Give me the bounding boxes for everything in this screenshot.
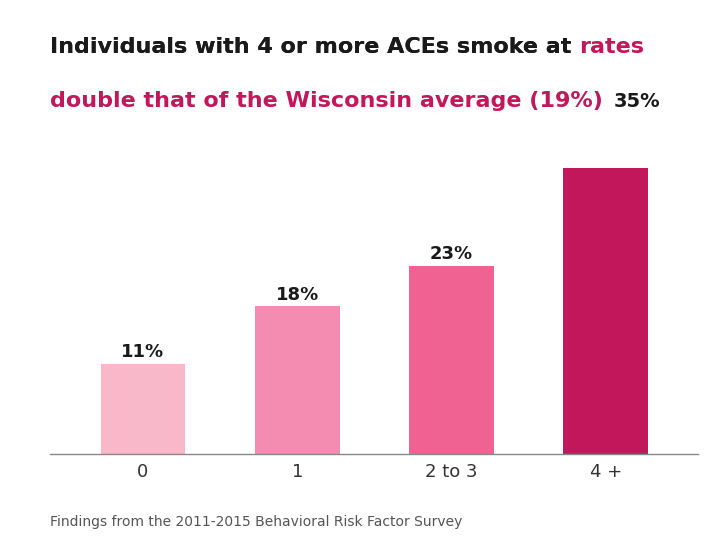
Text: 18%: 18%	[276, 286, 319, 304]
Text: double that of the Wisconsin average (19%): double that of the Wisconsin average (19…	[50, 91, 603, 111]
Text: Individuals with 4 or more ACEs smoke at: Individuals with 4 or more ACEs smoke at	[50, 37, 580, 57]
Bar	[564, 167, 648, 454]
Text: 23%: 23%	[430, 245, 473, 263]
Text: rates: rates	[580, 37, 644, 57]
Bar	[255, 307, 340, 454]
Text: Findings from the 2011-2015 Behavioral Risk Factor Survey: Findings from the 2011-2015 Behavioral R…	[50, 515, 463, 529]
Bar	[409, 266, 494, 454]
Bar	[101, 364, 186, 454]
Text: 35%: 35%	[614, 92, 661, 111]
Text: 11%: 11%	[122, 343, 165, 361]
Text: Individuals with 4 or more ACEs smoke at: Individuals with 4 or more ACEs smoke at	[50, 37, 580, 57]
